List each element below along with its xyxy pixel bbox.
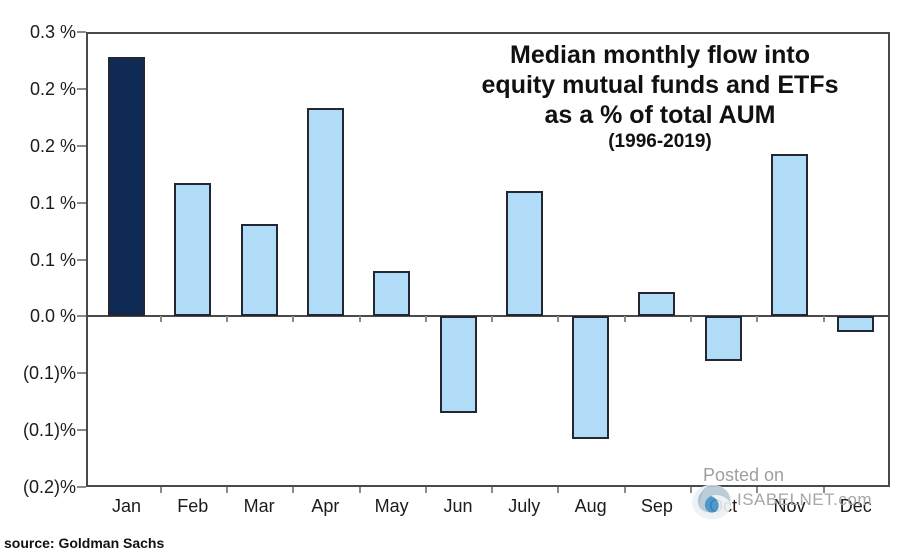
bottom-axis-tick [159,487,162,493]
x-axis-label-apr: Apr [311,496,340,516]
source-attribution: source: Goldman Sachs [4,535,165,551]
isabelnet-watermark-text: ISABELNET.com [737,490,872,509]
chart-title-line-3: as a % of total AUM [544,101,776,129]
y-axis-label: 0.2 % [29,135,76,156]
bar-july [505,191,543,317]
zero-axis-tick [292,316,295,323]
bottom-axis-tick [623,487,626,493]
bar-oct [704,316,742,361]
x-axis-label-aug: Aug [574,496,607,516]
y-axis-tick [77,429,86,432]
y-axis-label: 0.0 % [29,306,76,327]
posted-on-label: Posted on [703,465,785,485]
y-axis-tick [77,144,86,147]
chart-title-line-2: equity mutual funds and ETFs [481,71,839,99]
chart-title-period: (1996-2019) [608,131,712,152]
bar-jan [108,57,145,317]
isabelnet-swirl-logo-icon [692,484,732,520]
y-axis-label: 0.1 % [29,192,76,213]
x-axis-label-nov: Nov [773,496,806,516]
y-axis-tick [77,486,86,488]
bottom-axis-tick [225,487,228,493]
bar-may [373,270,411,317]
y-axis-label: 0.2 % [29,78,76,99]
y-axis-label: 0.3 % [29,22,76,42]
chart-title: Median monthly flow into equity mutual f… [425,40,895,154]
bottom-axis-tick [491,487,494,493]
y-axis-tick [77,87,86,90]
x-axis-label-mar: Mar [243,496,275,516]
y-axis-tick [77,258,86,261]
x-axis-label-dec: Dec [839,496,872,516]
zero-axis-tick [690,316,693,323]
x-axis-label-sep: Sep [640,496,673,516]
zero-axis-tick [424,316,427,323]
bar-dec [837,316,875,333]
x-axis-label-july: July [508,496,541,516]
bar-feb [174,183,212,317]
bar-apr [306,108,344,317]
y-axis-tick [77,201,86,204]
x-axis-label-may: May [374,496,409,516]
x-axis-label-jan: Jan [111,496,142,516]
zero-baseline [86,315,890,318]
bottom-axis-tick [292,487,295,493]
bottom-axis-tick [557,487,560,493]
y-axis-label: (0.1)% [22,363,76,384]
chart-title-line-1: Median monthly flow into [510,41,810,69]
zero-axis-tick [358,316,361,323]
y-axis-tick [77,31,86,33]
bar-jun [439,316,477,414]
bar-nov [771,153,808,317]
bottom-axis-tick [756,487,759,493]
plot-area [86,32,890,487]
zero-axis-tick [159,316,162,323]
x-axis-label-jun: Jun [443,496,473,516]
bottom-axis-tick [690,487,693,493]
bottom-axis-tick [358,487,361,493]
zero-axis-tick [491,316,494,323]
x-axis-label-feb: Feb [177,496,209,516]
y-axis-label: 0.1 % [29,249,76,270]
bar-sep [638,292,676,317]
y-axis-tick [77,372,86,375]
y-axis-label: (0.2)% [22,477,76,497]
zero-axis-tick [623,316,626,323]
zero-axis-tick [557,316,560,323]
bar-aug [572,316,610,440]
zero-axis-tick [822,316,825,323]
zero-axis-tick [225,316,228,323]
zero-axis-tick [756,316,759,323]
y-axis-tick [77,315,86,318]
bottom-axis-tick [822,487,825,493]
bar-mar [240,224,278,317]
y-axis-label: (0.1)% [22,420,76,441]
bottom-axis-tick [424,487,427,493]
